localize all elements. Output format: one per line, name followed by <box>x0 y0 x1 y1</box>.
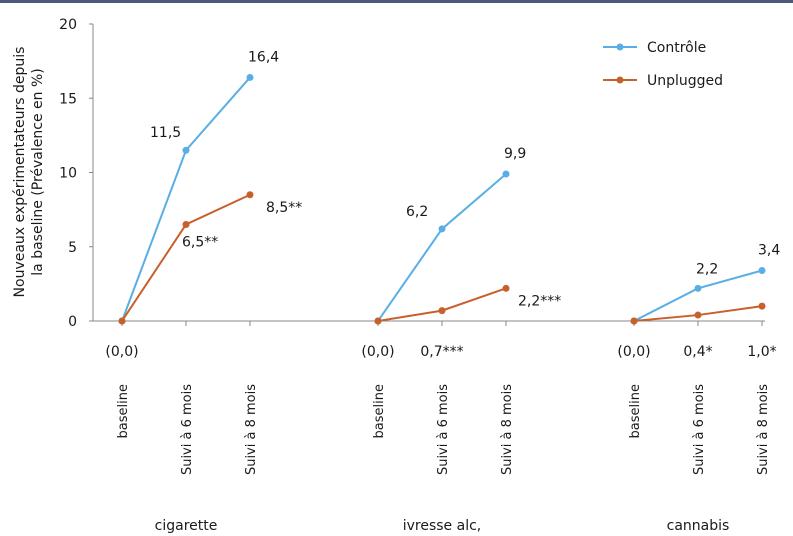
data-label: 2,2 <box>696 261 718 277</box>
group-label: cannabis <box>667 518 730 534</box>
data-point-controle <box>246 73 254 81</box>
data-label: 3,4 <box>758 243 780 259</box>
data-label: 6,2 <box>406 204 428 220</box>
data-point-unplugged <box>758 302 766 310</box>
x-category-label: Suivi à 8 mois <box>756 384 771 475</box>
legend-marker-unplugged <box>616 76 624 84</box>
x-category-label: Suivi à 8 mois <box>500 384 515 475</box>
group-label: cigarette <box>155 518 218 534</box>
data-point-unplugged <box>374 317 382 325</box>
data-point-controle <box>182 146 190 154</box>
y-tick-label: 5 <box>68 240 77 256</box>
bottom-value-label: 1,0* <box>747 344 776 360</box>
data-point-unplugged <box>182 220 190 228</box>
bottom-value-label: 0,7*** <box>420 344 463 360</box>
bottom-value-label: (0,0) <box>361 344 394 360</box>
top-border <box>0 0 793 3</box>
data-point-unplugged <box>438 307 446 315</box>
data-point-controle <box>694 284 702 292</box>
data-point-unplugged <box>118 317 126 325</box>
x-category-label: Suivi à 6 mois <box>436 384 451 475</box>
data-label: 2,2*** <box>518 293 561 309</box>
y-tick-label: 20 <box>59 17 77 33</box>
x-category-label: Suivi à 6 mois <box>180 384 195 475</box>
x-category-label: Suivi à 8 mois <box>244 384 259 475</box>
legend-label-controle: Contrôle <box>647 40 706 56</box>
data-point-unplugged <box>630 317 638 325</box>
series-line-controle <box>377 173 507 322</box>
data-point-controle <box>502 170 510 178</box>
data-point-unplugged <box>246 191 254 199</box>
x-category-label: baseline <box>372 384 387 438</box>
legend-label-unplugged: Unplugged <box>647 73 723 89</box>
x-category-label: baseline <box>628 384 643 438</box>
legend-marker-controle <box>616 43 624 51</box>
data-label: 6,5** <box>182 234 218 250</box>
y-tick-label: 0 <box>68 314 77 330</box>
x-category-label: baseline <box>116 384 131 438</box>
series-line-controle <box>121 76 251 322</box>
y-tick-label: 10 <box>59 166 77 182</box>
y-axis-title-line1: Nouveaux expérimentateurs depuis <box>12 47 28 298</box>
group-label: ivresse alc, <box>403 518 482 534</box>
bottom-value-label: (0,0) <box>105 344 138 360</box>
data-point-controle <box>758 267 766 275</box>
y-axis-title-line2: la baseline (Prévalence en %) <box>30 68 46 275</box>
data-point-controle <box>438 225 446 233</box>
data-label: 9,9 <box>504 146 526 162</box>
data-label: 8,5** <box>266 200 302 216</box>
y-tick-label: 15 <box>59 91 77 107</box>
bottom-value-label: 0,4* <box>683 344 712 360</box>
data-label: 16,4 <box>248 49 279 65</box>
data-label: 11,5 <box>150 125 181 141</box>
bottom-value-label: (0,0) <box>617 344 650 360</box>
series-line-unplugged <box>121 193 251 322</box>
x-category-label: Suivi à 6 mois <box>692 384 707 475</box>
data-point-unplugged <box>694 311 702 319</box>
data-point-unplugged <box>502 284 510 292</box>
